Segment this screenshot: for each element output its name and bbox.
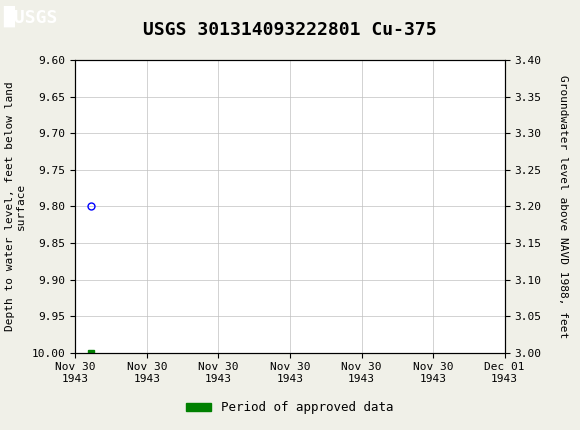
Legend: Period of approved data: Period of approved data xyxy=(181,396,399,419)
Y-axis label: Depth to water level, feet below land
surface: Depth to water level, feet below land su… xyxy=(5,82,26,331)
Text: USGS 301314093222801 Cu-375: USGS 301314093222801 Cu-375 xyxy=(143,21,437,39)
Text: █USGS: █USGS xyxy=(3,6,57,27)
Y-axis label: Groundwater level above NAVD 1988, feet: Groundwater level above NAVD 1988, feet xyxy=(558,75,568,338)
